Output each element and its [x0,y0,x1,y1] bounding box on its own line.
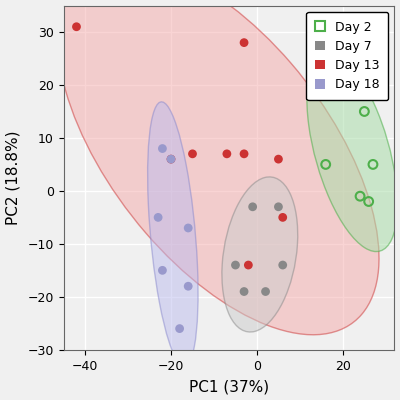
Point [280,214,286,220]
Point [357,193,363,200]
Ellipse shape [148,102,198,366]
Ellipse shape [307,52,398,252]
Point [245,262,252,268]
Point [275,204,282,210]
X-axis label: PC1 (37%): PC1 (37%) [189,380,269,394]
Point [185,225,192,231]
Point [185,283,192,290]
Legend: Day 2, Day 7, Day 13, Day 18: Day 2, Day 7, Day 13, Day 18 [306,12,388,100]
Point [155,214,161,220]
Point [168,156,174,162]
Point [262,288,269,295]
Point [189,151,196,157]
Point [370,161,376,168]
Point [241,40,247,46]
Point [250,204,256,210]
Point [73,24,80,30]
Point [224,151,230,157]
Ellipse shape [222,177,298,332]
Point [366,198,372,205]
Point [275,156,282,162]
Point [159,267,166,274]
Point [361,108,368,115]
Point [232,262,239,268]
Y-axis label: PC2 (18.8%): PC2 (18.8%) [6,130,20,225]
Point [241,288,247,295]
Point [159,145,166,152]
Point [168,156,174,162]
Point [176,325,183,332]
Point [322,161,329,168]
Ellipse shape [58,0,379,335]
Point [318,71,325,78]
Point [280,262,286,268]
Point [241,151,247,157]
